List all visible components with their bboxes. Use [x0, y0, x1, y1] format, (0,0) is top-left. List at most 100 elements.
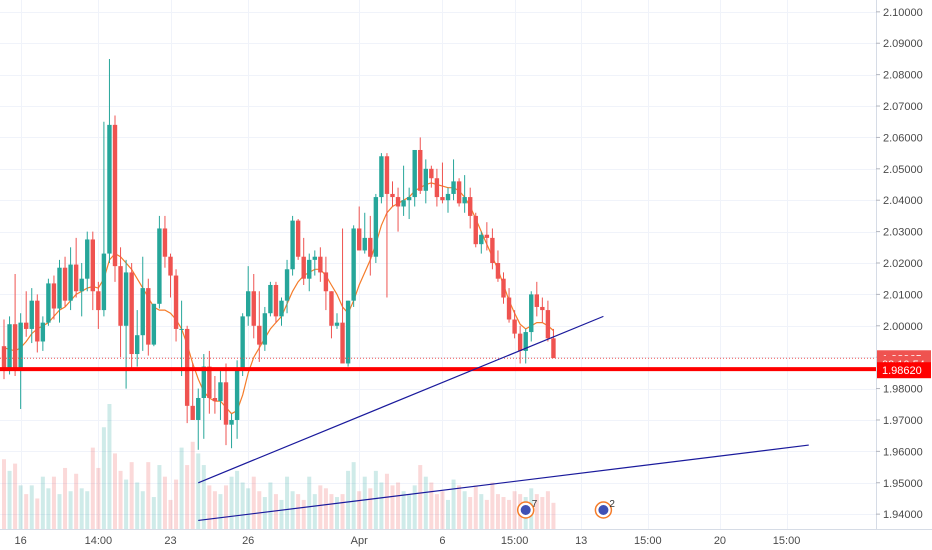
candle-body	[24, 322, 29, 329]
volume-bar	[373, 470, 378, 529]
volume-bar	[268, 482, 273, 529]
candle-body	[268, 284, 273, 314]
price-tick-label: 2.04000	[883, 195, 923, 207]
volume-bar	[340, 494, 345, 529]
candle-body	[495, 263, 501, 279]
time-tick-label: 15:00	[773, 535, 801, 547]
candle-body	[401, 200, 406, 207]
candle-body	[529, 294, 534, 333]
trendlines[interactable]	[198, 315, 809, 522]
candle-body	[423, 168, 428, 191]
horizontal-lines[interactable]	[0, 357, 876, 372]
candle-body	[112, 124, 118, 267]
candle-body	[251, 291, 256, 326]
volume-bar	[79, 488, 84, 529]
time-tick-label: 16	[15, 535, 27, 547]
candle-body	[451, 181, 456, 194]
time-tick-label: 23	[164, 535, 176, 547]
candle-body	[229, 419, 234, 425]
candle-body	[345, 300, 351, 364]
volume-bar	[423, 476, 428, 529]
volume-bar	[346, 470, 351, 529]
candle-body	[190, 405, 195, 420]
candle-body	[101, 253, 107, 311]
volume-bar	[74, 473, 79, 529]
volume-bar	[7, 470, 12, 529]
time-tick-label: 13	[575, 535, 587, 547]
price-tick-label: 2.09000	[883, 38, 923, 50]
price-tick-label: 1.97000	[883, 415, 923, 427]
volume-bar	[35, 498, 40, 529]
candle-body	[523, 332, 528, 351]
volume-bar	[146, 462, 151, 529]
volume-bar	[307, 476, 312, 529]
flag-icon-inner	[520, 505, 531, 515]
candle-body	[340, 322, 345, 364]
event-flag[interactable]: 2	[594, 499, 615, 519]
price-tick-label: 2.05000	[883, 164, 923, 176]
volume-bar	[351, 462, 356, 529]
time-axis[interactable]: 16 14:00 23 26 Apr 6 15:00 13 15:00 20 15:00	[15, 535, 801, 547]
event-flag[interactable]: 7	[516, 499, 538, 519]
candle-body	[351, 228, 356, 301]
volume-bar	[362, 476, 367, 529]
volume-bar	[507, 499, 512, 529]
candle-body	[201, 366, 206, 398]
volume-bar	[68, 491, 73, 529]
price-axis[interactable]: 2.10000 2.09000 2.08000 2.07000 2.06000 2.050…	[876, 7, 923, 521]
candle-body	[312, 256, 317, 260]
candle-body	[418, 149, 423, 191]
volume-bar	[207, 485, 212, 529]
candle-body	[12, 324, 18, 369]
candle-body	[7, 324, 12, 370]
volume-bar	[540, 497, 545, 529]
volume-bar	[118, 470, 123, 529]
time-tick-label: 15:00	[634, 535, 662, 547]
price-tick-label: 2.02000	[883, 258, 923, 270]
volume-bar	[162, 476, 167, 529]
candle-body	[473, 215, 478, 245]
candle-body	[279, 300, 284, 317]
price-tick-label: 1.98000	[883, 384, 923, 396]
price-labels: 1.9896503:10:541.98620	[877, 350, 931, 379]
volume-bar	[157, 465, 162, 529]
candle-body	[257, 325, 262, 345]
candle-body	[168, 256, 173, 276]
candle-body	[534, 294, 539, 307]
candle-body	[379, 156, 384, 198]
candle-body	[140, 288, 145, 336]
candle-body	[118, 266, 123, 326]
volume-bar	[357, 491, 362, 529]
candle-body	[90, 239, 95, 292]
trendline[interactable]	[198, 315, 604, 484]
volume-bar	[235, 470, 240, 529]
volume-bar	[185, 465, 190, 529]
volume-bar	[129, 462, 134, 529]
candle-body	[218, 382, 223, 402]
volume-bar	[251, 476, 256, 529]
candle-body	[262, 313, 268, 345]
candle-body	[456, 181, 462, 204]
candle-body	[512, 319, 517, 334]
trendline[interactable]	[198, 444, 809, 522]
candle-body	[357, 228, 362, 251]
volume-bar	[201, 465, 206, 529]
volume-bar	[218, 494, 223, 529]
volume-bar	[412, 485, 417, 529]
volume-bar	[390, 485, 395, 529]
volume-bar	[312, 494, 317, 529]
volume-bar	[484, 499, 489, 529]
candle-body	[412, 149, 417, 198]
volume-bar	[257, 491, 262, 529]
candle-body	[295, 220, 301, 257]
volume-bar	[85, 491, 90, 529]
candle-body	[406, 197, 412, 201]
volume-bar	[273, 494, 278, 529]
candle-body	[517, 333, 523, 351]
price-label: 1.98620	[877, 362, 931, 379]
volume-bar	[174, 479, 179, 529]
price-tick-label: 1.94000	[883, 509, 923, 521]
volume-bar	[246, 488, 251, 529]
